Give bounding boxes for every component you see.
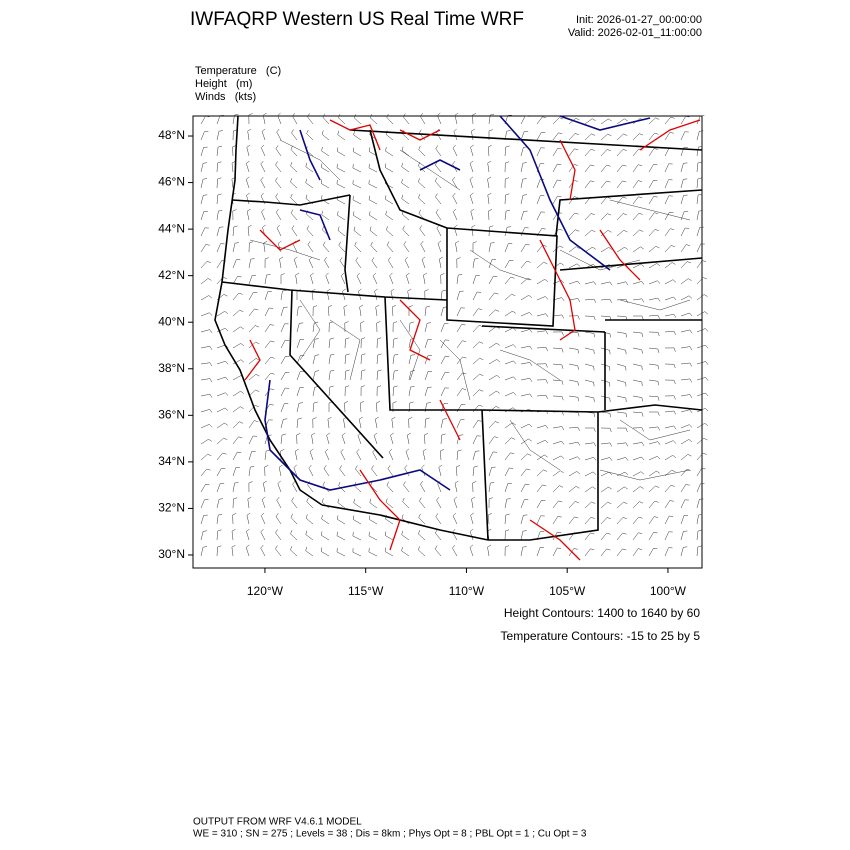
wind-barbs [200,112,709,557]
valid-time: Valid: 2026-02-01_11:00:00 [568,27,702,39]
y-tick-label: 44°N [158,221,185,235]
y-tick-label: 42°N [158,268,185,282]
county-lines [249,139,691,481]
init-time: Init: 2026-01-27_00:00:00 [576,14,702,26]
x-tick-label: 100°W [650,584,687,598]
y-tick-label: 34°N [158,454,185,468]
height-contours [264,115,651,491]
x-tick-label: 110°W [449,584,485,598]
y-tick-label: 36°N [158,407,185,421]
x-tick-label: 105°W [549,584,586,598]
axis-ticks: 48°N 46°N 44°N 42°N 40°N 38°N 36°N 34°N 32°N 30°N… [158,128,687,598]
y-tick-label: 40°N [158,314,185,328]
title: IWFAQRP Western US Real Time WRF [190,9,524,30]
temperature-contours [244,119,701,561]
y-tick-label: 30°N [158,547,185,561]
footer-line: OUTPUT FROM WRF V4.6.1 MODEL [193,817,362,828]
field-label: Winds (kts) [195,91,256,103]
height-contour-note: Height Contours: 1400 to 1640 by 60 [504,606,700,620]
temperature-contour-note: Temperature Contours: -15 to 25 by 5 [501,629,701,643]
y-tick-label: 38°N [158,361,185,375]
field-label: Temperature (C) [195,65,281,77]
footer-line: WE = 310 ; SN = 275 ; Levels = 38 ; Dis … [193,829,587,840]
x-tick-label: 120°W [247,584,284,598]
y-tick-label: 32°N [158,501,185,515]
wind-barb-field [200,112,709,557]
map [192,112,709,569]
x-tick-label: 115°W [348,584,384,598]
plot-frame [192,115,703,569]
field-label: Height (m) [195,78,252,90]
y-tick-label: 46°N [158,175,185,189]
y-tick-label: 48°N [158,128,185,142]
